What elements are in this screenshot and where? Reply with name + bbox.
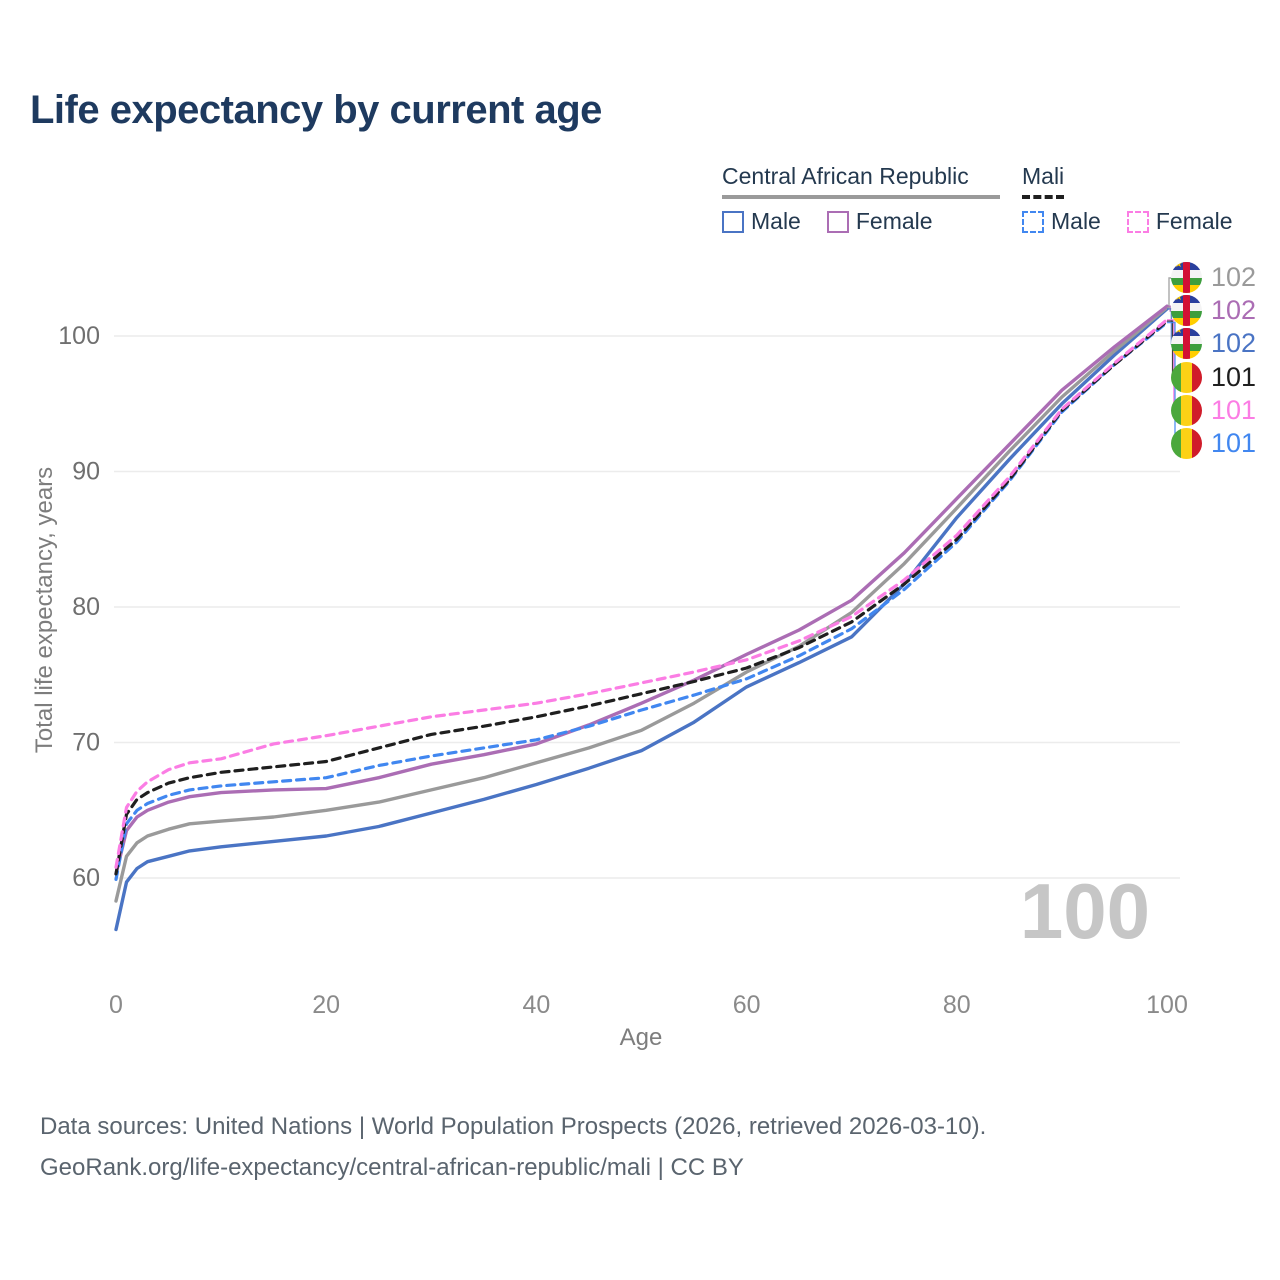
legend-item-label: Male <box>751 208 801 234</box>
x-tick-label: 20 <box>312 991 340 1019</box>
car-male-swatch-icon <box>722 210 744 233</box>
series-line-mali-total[interactable] <box>114 319 1169 876</box>
legend-item-label: Female <box>855 208 933 234</box>
x-axis-title: Age <box>620 1024 663 1051</box>
x-tick-label: 0 <box>109 991 123 1019</box>
series-line-mali-female[interactable] <box>114 318 1169 869</box>
series-line-central-african-republic-total[interactable] <box>114 305 1169 903</box>
series-line-mali-male[interactable] <box>114 320 1169 882</box>
y-tick-label: 90 <box>72 458 100 486</box>
legend-group-mali: Mali Male Female <box>1022 163 1233 235</box>
legend: Central African Republic Male Female Mal… <box>722 163 1233 235</box>
car-female-swatch-icon <box>826 210 849 233</box>
legend-item-car-male[interactable]: Male <box>722 208 801 235</box>
legend-item-mali-female[interactable]: Female <box>1126 208 1233 235</box>
x-tick-label: 40 <box>522 991 550 1019</box>
y-tick-label: 60 <box>72 864 100 892</box>
x-tick-label: 80 <box>943 991 971 1019</box>
y-tick-label: 80 <box>72 593 100 621</box>
legend-country-mali[interactable]: Mali <box>1022 163 1065 199</box>
legend-item-car-female[interactable]: Female <box>826 208 933 235</box>
age-counter-watermark: 100 <box>1019 867 1150 955</box>
legend-item-label: Male <box>1051 208 1101 234</box>
footer: Data sources: United Nations | World Pop… <box>40 1106 986 1188</box>
series-line-central-african-republic-female[interactable] <box>114 304 1169 876</box>
end-label-connectors <box>1167 277 1176 445</box>
page-title: Life expectancy by current age <box>30 88 602 132</box>
y-tick-label: 70 <box>72 729 100 757</box>
legend-group-car: Central African Republic Male Female <box>722 163 1000 235</box>
label-connector <box>1167 277 1176 309</box>
y-tick-label: 100 <box>58 322 100 350</box>
attribution-line: GeoRank.org/life-expectancy/central-afri… <box>40 1154 744 1181</box>
y-axis-title: Total life expectancy, years <box>31 467 58 753</box>
gridlines <box>114 335 1180 879</box>
series-lines <box>114 304 1169 932</box>
data-sources-line: Data sources: United Nations | World Pop… <box>40 1113 987 1140</box>
x-tick-label: 100 <box>1146 991 1188 1019</box>
axis-ticks: 60 70 80 90 100 0 20 40 60 80 100 <box>58 322 1188 1019</box>
legend-item-label: Female <box>1155 208 1233 234</box>
legend-country-central-african-republic[interactable]: Central African Republic <box>722 163 1000 199</box>
mali-female-swatch-icon <box>1126 210 1149 233</box>
x-tick-label: 60 <box>733 991 761 1019</box>
legend-item-mali-male[interactable]: Male <box>1022 208 1101 235</box>
mali-male-swatch-icon <box>1022 210 1044 233</box>
series-line-central-african-republic-male[interactable] <box>114 307 1169 932</box>
